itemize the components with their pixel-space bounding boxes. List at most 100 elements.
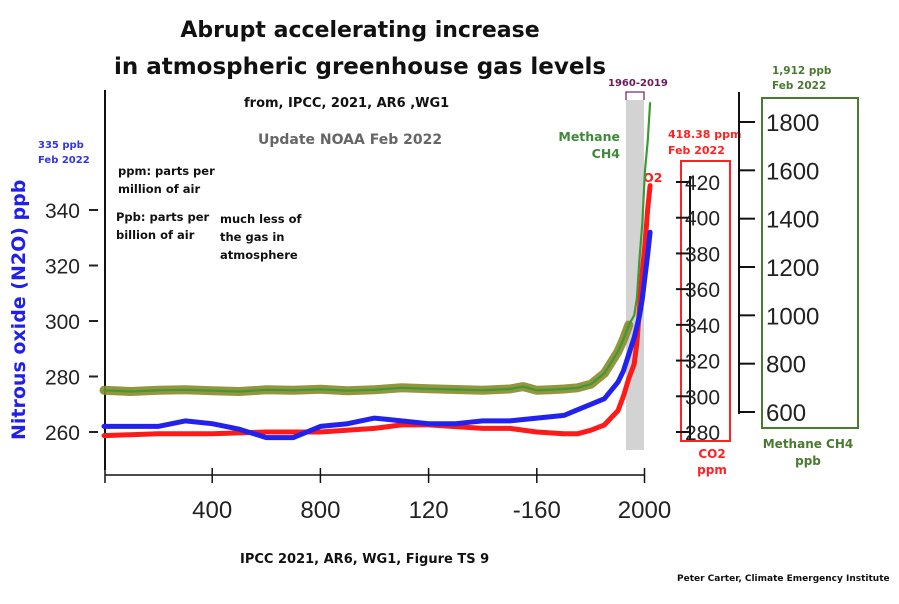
data-point [628, 324, 630, 326]
note-ppb: Ppb: parts per billion of air [116, 210, 210, 242]
co2-latest-date: Feb 2022 [668, 144, 725, 157]
data-point [536, 389, 538, 392]
data-point [617, 350, 619, 353]
data-point [646, 253, 649, 256]
data-point [454, 388, 457, 391]
methane-series-label-line-2: CH4 [591, 146, 620, 161]
n2o-latest-value: 335 ppb [38, 140, 84, 151]
ch4-tick-label: 1600 [766, 158, 819, 185]
data-point [454, 422, 457, 425]
n2o-latest-date: Feb 2022 [38, 155, 90, 166]
data-point [641, 222, 644, 225]
data-point [509, 420, 511, 422]
ch4-latest-date: Feb 2022 [772, 80, 827, 92]
data-point [238, 390, 241, 393]
co2-latest-callout: 418.38 ppm Feb 2022 [668, 127, 742, 159]
data-point [103, 389, 105, 392]
update-note: Update NOAA Feb 2022 [258, 132, 443, 148]
data-point [103, 425, 105, 428]
data-point [400, 387, 403, 389]
highlight-band-bracket [625, 91, 645, 100]
data-point [509, 427, 511, 430]
methane-line [103, 102, 652, 393]
highlight-band-label: 1960-2019 [608, 78, 668, 89]
data-point [641, 298, 644, 300]
data-point [563, 414, 565, 417]
data-point [563, 433, 565, 435]
data-point [211, 389, 213, 392]
data-point [636, 325, 638, 328]
data-point [590, 403, 592, 406]
data-point [400, 424, 403, 426]
data-point [563, 388, 565, 390]
data-point [373, 417, 376, 419]
co2-axis-label-line-2: ppm [697, 463, 727, 477]
data-point [603, 424, 606, 426]
data-point [649, 184, 651, 187]
data-point [481, 389, 484, 392]
data-point [103, 434, 105, 437]
methane-ice-core-band [99, 320, 634, 396]
co2-tick-label: 300 [685, 386, 720, 409]
chart-subtitle: from, IPCC, 2021, AR6 ,WG1 [244, 96, 450, 111]
ch4-tick-label: 800 [766, 352, 806, 379]
data-point [211, 433, 213, 435]
co2-axis-label-line-1: CO2 [698, 447, 726, 461]
data-point [649, 101, 651, 104]
data-point [346, 422, 349, 425]
data-point [636, 297, 638, 300]
data-point [638, 256, 641, 259]
credit-caption: Peter Carter, Climate Emergency Institut… [677, 574, 890, 584]
highlight-band [626, 100, 644, 450]
data-point [184, 420, 186, 422]
ch4-axis-box [761, 97, 859, 429]
n2o-tick-label: 300 [45, 311, 80, 334]
data-point [184, 389, 186, 391]
ch4-tick-label: 1400 [766, 207, 819, 234]
data-point [649, 231, 651, 233]
data-point [238, 428, 241, 431]
data-point [319, 431, 322, 433]
ch4-latest-callout: 1,912 ppb Feb 2022 [772, 64, 831, 94]
co2-line [101, 183, 653, 439]
ch4-tick-label: 1200 [766, 255, 819, 282]
methane-ice-core-points [103, 324, 630, 393]
data-point [617, 381, 619, 383]
ch4-tick-label: 1000 [766, 303, 819, 330]
data-point [628, 353, 630, 356]
data-point [346, 389, 349, 392]
co2-tick-label: 280 [685, 422, 720, 445]
n2o-tick-label: 320 [45, 256, 80, 279]
data-point [644, 275, 646, 278]
co2-tick-label: 400 [685, 208, 720, 231]
co2-tick-label: 340 [685, 315, 720, 338]
data-point [628, 377, 630, 380]
data-point [576, 409, 579, 411]
data-point [638, 314, 641, 317]
note-much-less: much less of the gas in atmosphere [220, 212, 302, 262]
data-point [319, 425, 322, 428]
data-point [633, 336, 635, 339]
ch4-latest-value: 1,912 ppb [772, 65, 832, 77]
data-point [622, 338, 625, 341]
source-caption: IPCC 2021, AR6, WG1, Figure TS 9 [240, 552, 490, 567]
data-point [157, 433, 159, 435]
data-point [644, 243, 646, 246]
data-point [576, 387, 579, 389]
n2o-latest-callout: 335 ppb Feb 2022 [38, 138, 90, 168]
data-point [292, 436, 295, 439]
x-tick-label: 800 [300, 497, 340, 524]
data-point [292, 389, 295, 392]
ch4-tick-label: 600 [766, 400, 806, 427]
ch4-tick-label: 1800 [766, 110, 819, 137]
data-point [319, 388, 322, 391]
data-point [481, 427, 484, 430]
data-point [536, 431, 538, 433]
note-ppm: ppm: parts per million of air [118, 164, 215, 196]
co2-axis-label: CO2 ppm [692, 446, 732, 478]
n2o-tick-label: 340 [45, 200, 80, 223]
data-point [590, 383, 592, 386]
ch4-axis-label: Methane CH4 ppb [760, 436, 856, 470]
data-point [617, 409, 619, 412]
methane-series-label-line-1: Methane [558, 129, 620, 144]
